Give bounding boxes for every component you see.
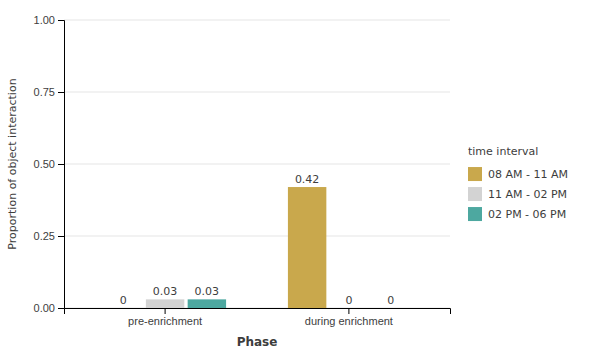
grid-line: [64, 20, 450, 21]
y-tick-mark: [58, 20, 64, 21]
legend-item: 11 AM - 02 PM: [468, 187, 567, 201]
legend-item: 02 PM - 06 PM: [468, 207, 566, 221]
legend-swatch: [468, 187, 482, 201]
legend-label: 11 AM - 02 PM: [488, 188, 567, 201]
data-label: 0.03: [195, 285, 220, 298]
data-label: 0: [120, 294, 127, 307]
data-label: 0.03: [153, 285, 178, 298]
y-tick-label: 0.25: [34, 230, 55, 242]
y-axis-line: [58, 21, 65, 309]
x-tick: pre-enrichment: [128, 308, 202, 327]
y-tick: 0.75: [34, 86, 64, 98]
x-tick-mark: [348, 308, 349, 314]
grid-line: [64, 236, 450, 237]
data-label: 0: [387, 294, 394, 307]
legend-title: time interval: [468, 145, 538, 158]
y-tick-label: 0.00: [34, 302, 55, 314]
grid: [64, 20, 450, 308]
y-tick: 0.00: [34, 302, 64, 314]
legend-label: 08 AM - 11 AM: [488, 168, 568, 181]
y-tick-mark: [58, 308, 64, 309]
data-label: 0.42: [295, 173, 320, 186]
x-axis-title: Phase: [237, 335, 278, 349]
bar: [330, 308, 368, 309]
bar: [288, 187, 326, 308]
y-tick: 0.25: [34, 230, 64, 242]
x-axis-line: [65, 309, 451, 315]
x-tick-label: during enrichment: [305, 315, 393, 327]
x-tick-mark: [165, 308, 166, 314]
y-tick-label: 1.00: [34, 14, 55, 26]
x-tick: during enrichment: [305, 308, 393, 327]
y-axis: 0.00 0.25 0.50 0.75 1.00: [34, 14, 65, 314]
legend-swatch: [468, 167, 482, 181]
legend-label: 02 PM - 06 PM: [488, 208, 566, 221]
y-tick-mark: [58, 236, 64, 237]
bars: [146, 187, 326, 308]
y-axis-title: Proportion of object interaction: [6, 78, 19, 249]
chart: 0 0.42 0.03 0 0.03 0 0.00 0.25 0.50 0.75 1.00 pre-e…: [0, 0, 600, 356]
y-tick: 1.00: [34, 14, 64, 26]
legend-swatch: [468, 207, 482, 221]
bar: [104, 308, 142, 309]
data-labels: 0 0.42 0.03 0 0.03 0: [120, 173, 394, 307]
y-tick-label: 0.50: [34, 158, 55, 170]
grid-line: [64, 164, 450, 165]
x-tick-label: pre-enrichment: [128, 315, 202, 327]
grid-line: [64, 92, 450, 93]
y-tick: 0.50: [34, 158, 64, 170]
data-label: 0: [345, 294, 352, 307]
y-tick-label: 0.75: [34, 86, 55, 98]
y-tick-mark: [58, 92, 64, 93]
legend: time interval 08 AM - 11 AM 11 AM - 02 PM 0…: [468, 145, 568, 221]
y-tick-mark: [58, 164, 64, 165]
plot: 0 0.42 0.03 0 0.03 0 0.00 0.25 0.50 0.75 1.00 pre-e…: [34, 14, 451, 327]
bar: [188, 299, 226, 308]
x-axis: pre-enrichment during enrichment: [65, 308, 451, 327]
bar: [146, 299, 184, 308]
bar: [371, 308, 409, 309]
legend-item: 08 AM - 11 AM: [468, 167, 568, 181]
